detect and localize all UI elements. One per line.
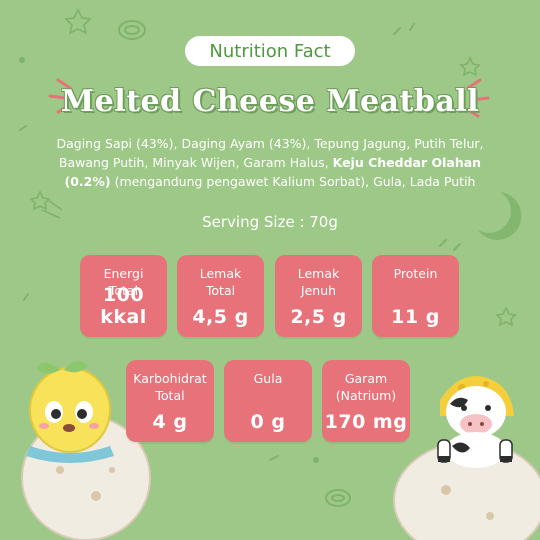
title-accent-marks [48, 78, 490, 118]
mascot-left-illustration [21, 360, 151, 540]
nutrient-label: Gula [253, 371, 283, 386]
spiral-doodle-top [118, 20, 146, 40]
sparkle-doodles [19, 23, 461, 461]
nutrient-value: 100 kkal [100, 284, 147, 328]
nutrient-card-salt: Garam (Natrium) 170 mg [322, 360, 410, 442]
nutrient-value: 0 g [250, 411, 286, 433]
nutrient-value: 2,5 g [290, 306, 347, 328]
spiral-doodle-bottom [325, 489, 351, 507]
badge-label: Nutrition Fact [209, 40, 331, 62]
nutrient-card-carbohydrate: Karbohidrat Total 4 g [126, 360, 214, 442]
nutrient-value: 170 mg [324, 411, 408, 433]
nutrient-value: 4 g [152, 411, 188, 433]
nutrient-value: 11 g [391, 306, 440, 328]
dot-doodle [19, 57, 25, 63]
ingredients-text: Daging Sapi (43%), Daging Ayam (43%), Te… [36, 134, 504, 191]
moon-doodle [478, 192, 522, 240]
ingredients-part-1: Daging Sapi (43%), Daging Ayam (43%), Te… [56, 136, 484, 170]
dot-doodle [313, 457, 319, 463]
nutrient-label: Lemak Jenuh [297, 266, 340, 298]
nutrient-card-sugar: Gula 0 g [224, 360, 312, 442]
nutrient-label: Lemak Total [199, 266, 242, 298]
nutrient-label: Karbohidrat Total [133, 371, 207, 403]
nutrient-card-total-fat: Lemak Total 4,5 g [177, 255, 264, 337]
mascot-right-illustration [393, 376, 540, 540]
nutrition-fact-badge: Nutrition Fact [185, 36, 355, 66]
star-doodles [29, 8, 517, 327]
nutrient-label: Garam (Natrium) [335, 371, 397, 403]
nutrient-card-energy: Energi Total 100 kkal [80, 255, 167, 337]
nutrient-label: Protein [393, 266, 438, 281]
nutrient-card-saturated-fat: Lemak Jenuh 2,5 g [275, 255, 362, 337]
serving-size: Serving Size : 70g [202, 213, 338, 231]
ingredients-part-2: (mengandung pengawet Kalium Sorbat), Gul… [110, 174, 476, 189]
nutrient-value: 4,5 g [192, 306, 249, 328]
nutrient-card-protein: Protein 11 g [372, 255, 459, 337]
nutrient-label: Energi Total [103, 266, 144, 298]
ingredients-highlight: Keju Cheddar Olahan (0.2%) [64, 155, 482, 189]
product-title: Melted Cheese Meatball [60, 84, 480, 119]
